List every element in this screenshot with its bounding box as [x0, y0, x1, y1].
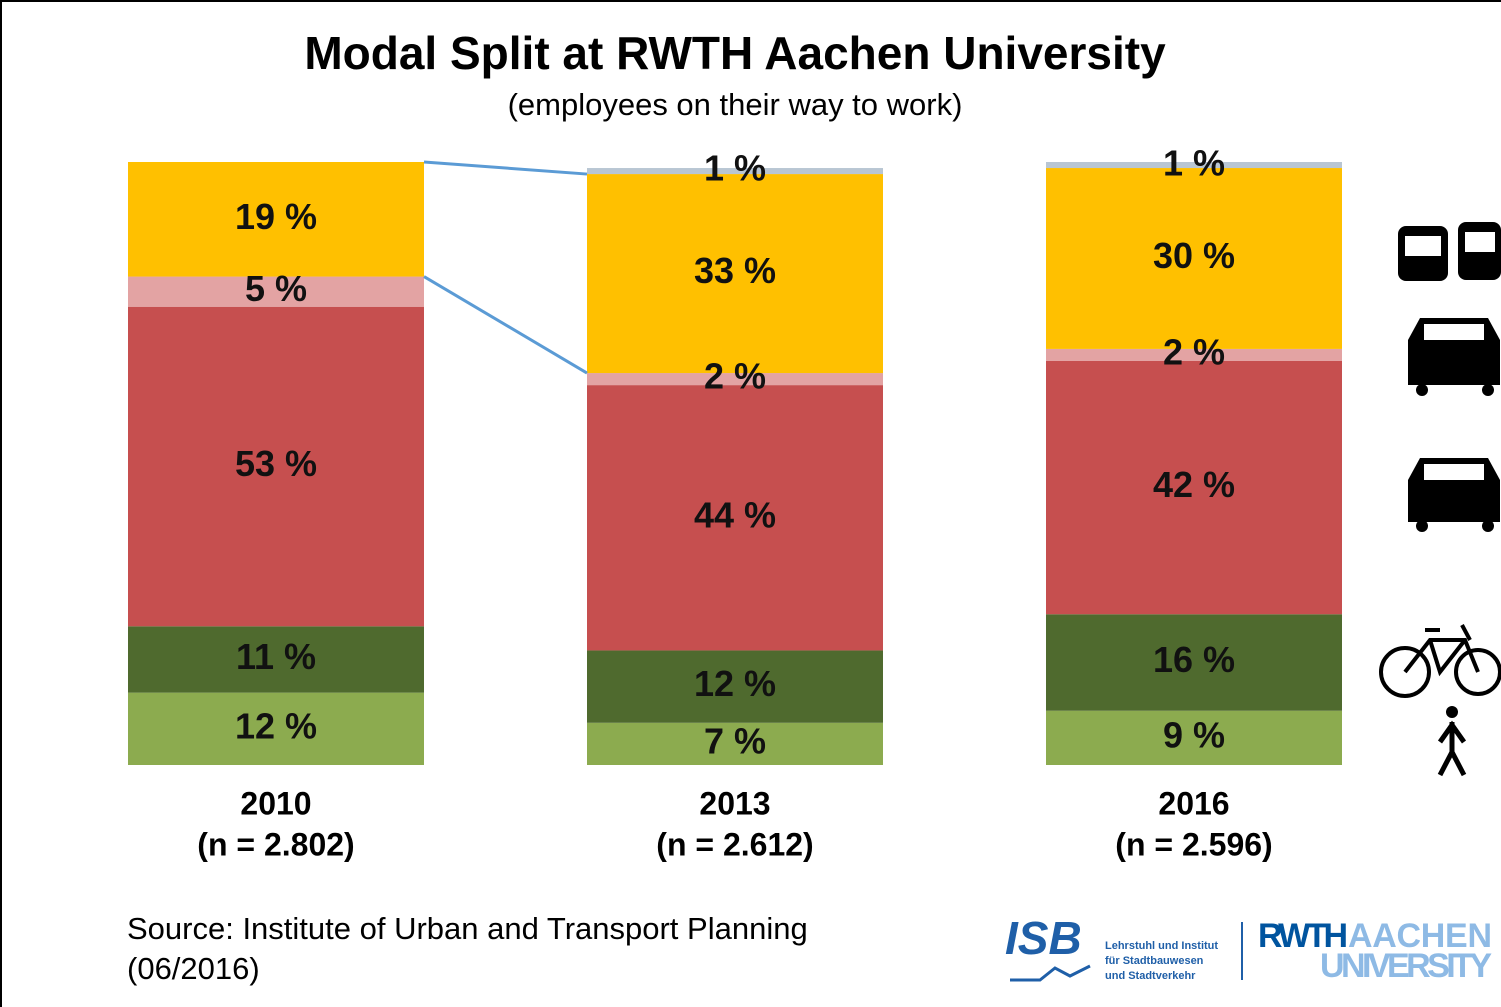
tram-window: [1465, 232, 1495, 252]
bar-segment: [1046, 710, 1342, 765]
isb-text: Lehrstuhl und Institut: [1105, 940, 1218, 952]
bar-segment: [587, 174, 883, 374]
chart-title: Modal Split at RWTH Aachen University: [304, 27, 1166, 79]
data-label: 33 %: [694, 250, 776, 291]
car-window: [1424, 464, 1484, 480]
wheel: [1482, 384, 1494, 396]
data-label: 1 %: [704, 148, 766, 189]
walker-head: [1446, 706, 1458, 718]
bus-window: [1405, 236, 1441, 256]
source: (06/2016): [127, 951, 260, 986]
car-window: [1424, 324, 1484, 340]
chart-subtitle: (employees on their way to work): [508, 87, 963, 122]
wheel: [1416, 384, 1428, 396]
isb-text: für Stadtbauwesen: [1105, 955, 1204, 967]
bar-segment: [1046, 360, 1342, 615]
data-label: 9 %: [1163, 714, 1225, 755]
bar-segment: [128, 626, 424, 693]
bar-segment: [587, 168, 883, 175]
data-label: 44 %: [694, 494, 776, 535]
bar-segment: [587, 722, 883, 765]
data-label: 7 %: [704, 720, 766, 761]
bar-segment: [1046, 168, 1342, 349]
bar-segment: [1046, 348, 1342, 361]
rwth-logo: AACHEN: [1348, 917, 1492, 955]
x-tick-note: (n = 2.596): [1115, 826, 1272, 862]
isb-text: und Stadtverkehr: [1105, 970, 1196, 982]
bar-segment: [1046, 614, 1342, 711]
bike-wheel: [1379, 646, 1431, 698]
source: Source: Institute of Urban and Transport…: [127, 911, 808, 946]
x-tick-label: 2013: [699, 785, 770, 821]
data-label: 30 %: [1153, 235, 1235, 276]
data-label: 53 %: [235, 443, 317, 484]
data-label: 42 %: [1153, 464, 1235, 505]
bike-wheel: [1454, 648, 1501, 696]
data-label: 12 %: [235, 705, 317, 746]
wheel: [1482, 520, 1494, 532]
isb-swoosh: [1010, 964, 1091, 982]
icons: [1379, 222, 1501, 777]
bar-segment: [587, 373, 883, 386]
bar-segment: [128, 276, 424, 307]
data-label: 19 %: [235, 196, 317, 237]
data-label: 16 %: [1153, 639, 1235, 680]
bar-segment: [1046, 162, 1342, 169]
bar-segment: [128, 692, 424, 765]
bar-segment: [587, 650, 883, 723]
data-label: 5 %: [245, 268, 307, 309]
bar-segment: [587, 385, 883, 651]
x-tick-label: 2010: [240, 785, 311, 821]
x-tick-note: (n = 2.802): [197, 826, 354, 862]
data-label: 2 %: [1163, 331, 1225, 372]
connector: [423, 160, 588, 176]
walker-body: [1437, 720, 1467, 777]
data-label: 11 %: [236, 636, 316, 677]
isb-logo: ISB: [1005, 912, 1082, 964]
data-label: 1 %: [1163, 143, 1225, 184]
x-tick-note: (n = 2.612): [656, 826, 813, 862]
x-tick-label: 2016: [1158, 785, 1229, 821]
rwth-logo: UNIVERSITY: [1320, 947, 1492, 985]
connector: [423, 275, 588, 375]
bar-segment: [128, 162, 424, 277]
rwth-logo: RWTH: [1258, 917, 1348, 955]
data-label: 12 %: [694, 663, 776, 704]
data-label: 2 %: [704, 356, 766, 397]
wheel: [1416, 520, 1428, 532]
bike-frame: [1403, 624, 1480, 677]
bar-segment: [128, 306, 424, 627]
